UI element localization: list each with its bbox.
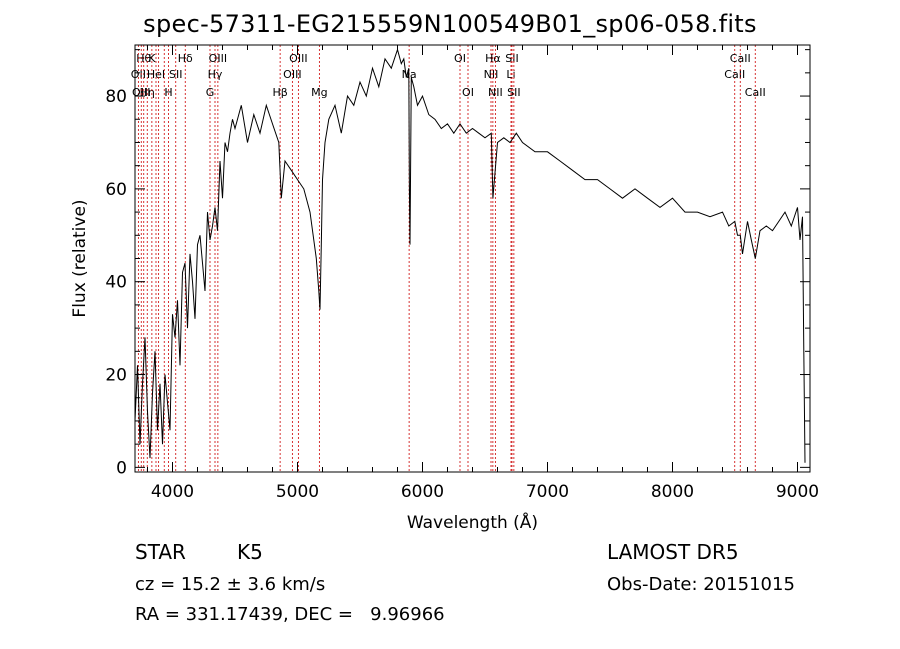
line-marker-label: Li (506, 68, 515, 81)
line-marker-label: NII (484, 68, 499, 81)
y-tick-label: 60 (105, 180, 127, 200)
line-marker-label: SII (505, 52, 518, 65)
line-marker-label: SII (169, 68, 182, 81)
coordinates: RA = 331.17439, DEC = 9.96966 (135, 604, 445, 625)
spectrum-line (134, 47, 806, 463)
line-marker-label: CaII (730, 52, 751, 65)
survey-name: LAMOST DR5 (607, 540, 739, 564)
x-tick-label: 5000 (276, 482, 319, 502)
x-tick-label: 8000 (651, 482, 694, 502)
line-marker-label: OII (131, 68, 146, 81)
line-marker-label: Hβ (272, 86, 287, 99)
object-class: STAR (135, 540, 186, 564)
line-marker-label: H (164, 86, 172, 99)
line-marker-label: CaII (724, 68, 745, 81)
y-tick-label: 0 (116, 458, 127, 478)
line-marker-label: G (206, 86, 215, 99)
line-marker-label: OI (454, 52, 466, 65)
line-marker-label: OIII (283, 68, 301, 81)
chart-title: spec-57311-EG215559N100549B01_sp06-058.f… (143, 10, 757, 38)
line-marker-label: SII (507, 86, 520, 99)
plot-frame (134, 44, 811, 473)
redshift-velocity: cz = 15.2 ± 3.6 km/s (135, 574, 326, 595)
line-marker-label: CaII (745, 86, 766, 99)
line-marker-label: Hδ (178, 52, 193, 65)
y-tick-label: 80 (105, 87, 127, 107)
line-marker-label: Hθ (136, 52, 151, 65)
line-marker-label: Hα (485, 52, 501, 65)
line-marker-label: HeI (147, 68, 165, 81)
line-marker-label: OIII (289, 52, 307, 65)
line-marker-label: K (148, 52, 156, 65)
y-tick-label: 40 (105, 273, 127, 293)
spectral-subclass: K5 (237, 540, 263, 564)
line-marker-label: OIII (209, 52, 227, 65)
x-axis-label: Wavelength (Å) (407, 511, 538, 533)
x-tick-label: 4000 (151, 482, 194, 502)
line-marker-label: Mg (311, 86, 327, 99)
y-tick-label: 20 (105, 366, 127, 386)
line-marker-label: Hγ (208, 68, 223, 81)
x-tick-label: 9000 (776, 482, 819, 502)
line-marker-label: OI (462, 86, 474, 99)
line-marker-label: NII (488, 86, 503, 99)
observation-date: Obs-Date: 20151015 (607, 574, 795, 595)
x-tick-label: 6000 (401, 482, 444, 502)
x-tick-label: 7000 (526, 482, 569, 502)
y-axis-label: Flux (relative) (70, 199, 90, 317)
